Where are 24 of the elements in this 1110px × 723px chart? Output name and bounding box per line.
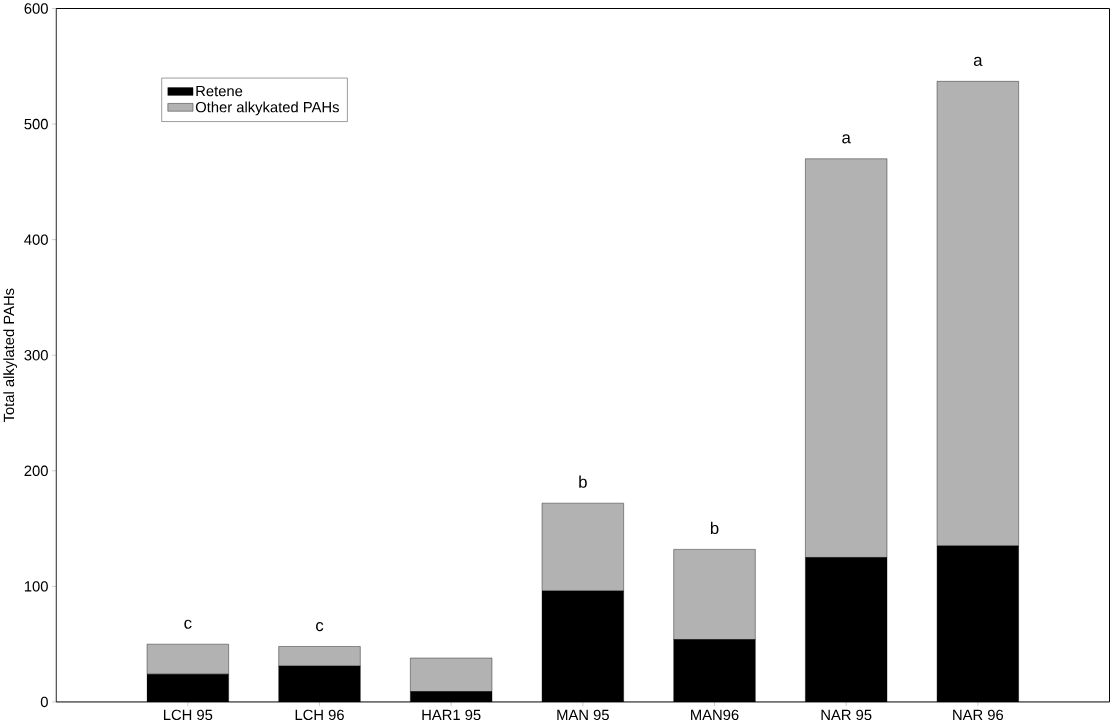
x-tick-label: MAN96 (691, 709, 739, 720)
annotation: c (184, 619, 192, 629)
y-tick-label: 200 (24, 465, 48, 476)
x-tick-label: MAN 95 (557, 709, 609, 720)
x-tick-label: NAR 95 (821, 709, 872, 720)
y-tick-label: 500 (24, 118, 48, 130)
annotation: a (842, 134, 851, 144)
y-tick-label: 600 (24, 3, 48, 14)
annotation: b (579, 475, 587, 488)
annotation: b (710, 521, 719, 534)
bar (278, 646, 361, 667)
y-tick-label: 100 (24, 580, 48, 592)
annotation: a (973, 56, 983, 66)
x-tick-label: NAR 96 (953, 709, 1004, 720)
x-tick-label: LCH 96 (295, 709, 344, 720)
legend-label: Other alkykated PAHs (195, 101, 339, 116)
annotation: c (316, 621, 324, 631)
legend-label: Retene (196, 85, 243, 97)
x-tick-label: HAR1 95 (422, 709, 481, 720)
y-tick-label: 400 (24, 234, 48, 245)
x-tick-label: LCH 95 (163, 709, 213, 720)
y-tick-label: 0 (40, 696, 48, 707)
y-tick-label: 300 (24, 349, 48, 361)
y-axis-title: Total alkylated PAHs (3, 288, 18, 422)
